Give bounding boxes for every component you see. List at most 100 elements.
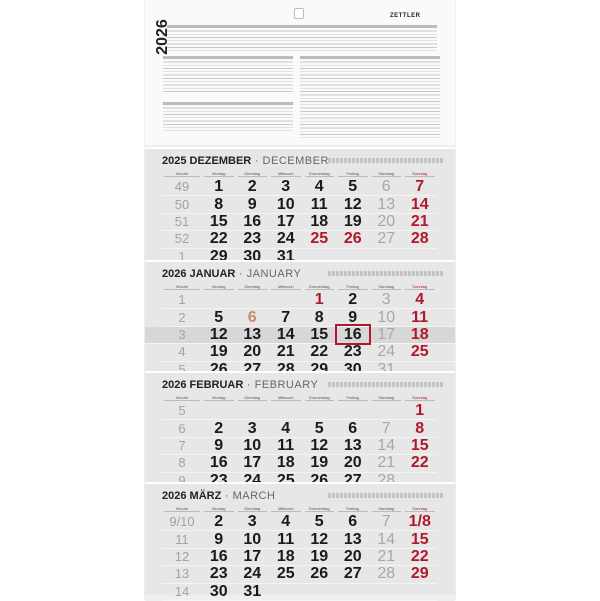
- week-number: 4: [178, 344, 186, 360]
- date-cell: 19: [310, 547, 329, 565]
- date-cell: 19: [343, 212, 362, 230]
- date-cell: 14: [410, 195, 429, 213]
- month-notes: [328, 158, 443, 163]
- date-cell: 26: [343, 230, 362, 248]
- date-cell: 18: [276, 454, 295, 472]
- month-notes: [328, 493, 443, 498]
- date-cell: 7: [281, 308, 291, 326]
- date-cell: 27: [343, 565, 362, 583]
- date-cell: 20: [377, 212, 396, 230]
- month-block: 2025 DEZEMBER · DECEMBER Woche Montag Diens…: [145, 147, 455, 266]
- date-cell: 30: [209, 582, 228, 600]
- weekday-header: Mittwoch: [271, 171, 301, 177]
- weekday-header: Freitag: [338, 284, 368, 290]
- weekday-header: Freitag: [338, 506, 368, 512]
- weekday-header: Dienstag: [237, 395, 267, 401]
- weekday-header: Samstag: [371, 395, 401, 401]
- weekday-header: Montag: [204, 284, 234, 290]
- date-cell: 7: [381, 419, 391, 437]
- date-cell: 15: [209, 212, 228, 230]
- weekday-header: Donnerstag: [304, 171, 334, 177]
- date-cell: 15: [410, 436, 429, 454]
- date-cell: 9: [348, 308, 358, 326]
- hanger-hole-icon: [294, 8, 304, 19]
- weekday-header: Montag: [204, 171, 234, 177]
- date-cell: 23: [343, 343, 362, 361]
- week-row: 4 19 20 21 22 23 24 25: [162, 343, 455, 362]
- week-number: 7: [178, 437, 186, 453]
- month-block: 2026 JANUAR · JANUARY Woche Montag Dienstag…: [145, 260, 455, 379]
- month-notes: [328, 271, 443, 276]
- date-cell: 9: [214, 436, 224, 454]
- weekday-header: Woche: [164, 395, 200, 401]
- week-row: 14 30 31: [162, 582, 437, 601]
- week-row: 12 16 17 18 19 20 21 22: [162, 547, 437, 567]
- weekday-header: Sonntag: [405, 506, 435, 512]
- date-cell: 24: [276, 230, 295, 248]
- date-cell: 12: [310, 530, 329, 548]
- date-cell: 4: [415, 291, 425, 309]
- week-row: 49 1 2 3 4 5 6 7: [162, 178, 437, 197]
- weekday-header: Samstag: [371, 506, 401, 512]
- title-separator: ·: [235, 268, 247, 280]
- weekday-header: Dienstag: [237, 171, 267, 177]
- weekday-header: Donnerstag: [304, 506, 334, 512]
- date-cell: 25: [276, 565, 295, 583]
- month-title: 2026 MÄRZ · MARCH: [162, 490, 275, 502]
- week-rows: 5 1 6 2 3 4 5 6 7 8 7 9 10 11 12 13 14 15 8 16 17 18 19 20 21 22 9…: [162, 403, 437, 490]
- month-title-german: 2025 DEZEMBER: [162, 155, 252, 167]
- weekday-header: Dienstag: [237, 506, 267, 512]
- weekday-header: Woche: [164, 506, 200, 512]
- school-holiday-table-header: [163, 102, 293, 105]
- date-cell: 14: [377, 530, 396, 548]
- date-cell: 29: [410, 565, 429, 583]
- date-cell: 4: [281, 513, 291, 531]
- week-number: 5: [178, 403, 186, 419]
- month-title: 2026 JANUAR · JANUARY: [162, 268, 301, 280]
- weekday-header-row: Woche Montag Dienstag Mittwoch Donnerstag Fre…: [162, 284, 437, 290]
- date-cell: 13: [343, 436, 362, 454]
- weekday-header: Woche: [164, 284, 200, 290]
- week-row: 1 1 2 3 4: [162, 291, 455, 310]
- week-number: 50: [174, 196, 190, 212]
- week-number: 9: [178, 472, 186, 488]
- week-row: 9/10 2 3 4 5 6 7 1/8: [162, 513, 437, 532]
- week-row: 8 16 17 18 19 20 21 22: [162, 454, 437, 473]
- date-cell: 5: [314, 419, 324, 437]
- date-cell: 13: [243, 325, 262, 343]
- date-cell: 16: [209, 454, 228, 472]
- date-cell: 6: [348, 419, 358, 437]
- week-number: 13: [174, 566, 190, 582]
- date-cell: 2: [247, 178, 257, 196]
- week-number: 1: [178, 248, 186, 264]
- date-cell: 2: [214, 419, 224, 437]
- date-cell: 16: [209, 547, 228, 565]
- year-overview-panel: 2026 ZETTLER: [145, 0, 455, 145]
- weekday-header: Sonntag: [405, 395, 435, 401]
- date-cell: 6: [381, 178, 391, 196]
- month-title-german: 2026 FEBRUAR: [162, 379, 244, 391]
- date-cell: 10: [377, 308, 396, 326]
- date-cell: 26: [310, 565, 329, 583]
- weekday-header: Montag: [204, 395, 234, 401]
- date-cell: 16: [243, 212, 262, 230]
- week-number: 5: [178, 361, 186, 377]
- date-cell: 13: [377, 195, 396, 213]
- week-number: 52: [174, 231, 190, 247]
- date-cell: 9: [214, 530, 224, 548]
- date-cell: 17: [243, 547, 262, 565]
- weekday-header: Donnerstag: [304, 284, 334, 290]
- date-cell: 25: [410, 343, 429, 361]
- weekday-header: Dienstag: [237, 284, 267, 290]
- date-cell: 19: [310, 454, 329, 472]
- holiday-table: [163, 60, 293, 94]
- brand-logo: ZETTLER: [390, 13, 421, 19]
- date-cell: 1: [415, 402, 425, 420]
- date-cell: 1: [314, 291, 324, 309]
- date-cell: 14: [276, 325, 295, 343]
- date-cell: 8: [415, 419, 425, 437]
- date-cell: 21: [276, 343, 295, 361]
- week-number: 8: [178, 455, 186, 471]
- date-cell: 22: [410, 454, 429, 472]
- week-rows: 9/10 2 3 4 5 6 7 1/8 11 9 10 11 12 13 14 15 12 16 17 18 19 20…: [162, 514, 437, 601]
